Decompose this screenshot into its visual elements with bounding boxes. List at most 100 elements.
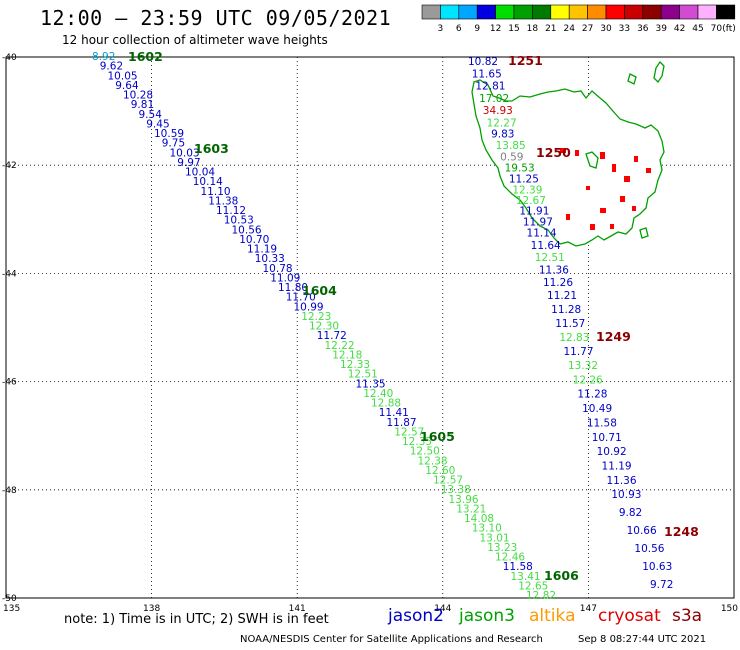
wave-height-value: 11.36 xyxy=(606,475,636,487)
wave-height-value: 12.39 xyxy=(512,184,542,196)
track-label-1250: 1250 xyxy=(536,145,571,160)
scale-label: 3 xyxy=(438,24,444,34)
track-label-1604: 1604 xyxy=(302,283,337,298)
wave-height-color-scale: 3 6 9 12 15 18 21 24 27 30 33 36 39 42 45 70 (ft) xyxy=(421,4,736,34)
wave-height-value: 10.82 xyxy=(468,56,498,68)
wave-height-value: 11.80 xyxy=(278,282,308,294)
scale-swatch xyxy=(495,4,515,20)
wave-height-value: 8.92 xyxy=(92,51,115,63)
wave-height-value: 12.46 xyxy=(495,552,525,564)
wave-height-value: 12.18 xyxy=(332,349,362,361)
longitude-label: 150 xyxy=(721,604,738,614)
wave-height-value: 11.70 xyxy=(286,292,316,304)
wave-height-value: 13.10 xyxy=(472,523,502,535)
latitude-label: -50 xyxy=(2,594,17,604)
wave-height-value: 11.36 xyxy=(539,265,569,277)
wave-height-value: 10.99 xyxy=(294,301,324,313)
track-label-1603: 1603 xyxy=(194,141,229,156)
scale-swatch xyxy=(697,4,717,20)
wave-height-value: 12.26 xyxy=(573,374,603,386)
wave-height-value: 9.75 xyxy=(162,138,185,150)
wave-height-value: 11.58 xyxy=(587,417,617,429)
scale-swatch xyxy=(679,4,699,20)
wave-height-value: 10.33 xyxy=(255,253,285,265)
wave-height-value: 11.57 xyxy=(555,318,585,330)
wave-height-value: 11.28 xyxy=(551,304,581,316)
wave-height-value: 13.01 xyxy=(480,532,510,544)
wave-height-value: 11.87 xyxy=(387,417,417,429)
wave-height-value: 10.56 xyxy=(634,543,664,555)
track-label-1602: 1602 xyxy=(128,49,163,64)
wave-height-value: 12.30 xyxy=(309,321,339,333)
wave-height-value: 12.65 xyxy=(518,580,548,592)
longitude-label: 141 xyxy=(289,604,306,614)
wave-height-value: 13.21 xyxy=(456,503,486,515)
satellite-legend-s3a: s3a xyxy=(672,606,703,626)
wave-height-value: 10.14 xyxy=(193,176,223,188)
wave-height-value: 12.82 xyxy=(526,590,556,602)
wave-height-value: 12.57 xyxy=(433,475,463,487)
wave-height-value: 11.72 xyxy=(317,330,347,342)
wave-height-value: 9.81 xyxy=(131,99,154,111)
scale-label: 24 xyxy=(563,24,575,34)
wave-height-value: 12.88 xyxy=(371,398,401,410)
track-label-1249: 1249 xyxy=(596,329,631,344)
satellite-legend-jason2: jason2 xyxy=(388,606,444,626)
scale-swatch xyxy=(660,4,680,20)
wave-height-value: 11.10 xyxy=(201,186,231,198)
wave-height-value: 13.23 xyxy=(487,542,517,554)
scale-label: 30 xyxy=(600,24,612,34)
satellite-legend-altika: altika xyxy=(529,606,576,626)
wave-height-value: 11.25 xyxy=(509,174,539,186)
wave-height-value: 12.57 xyxy=(394,426,424,438)
wave-height-value: 9.62 xyxy=(100,61,123,73)
scale-label: 45 xyxy=(692,24,703,34)
longitude-label: 135 xyxy=(3,604,20,614)
track-label-1251: 1251 xyxy=(508,53,543,68)
footer-credit: NOAA/NESDIS Center for Satellite Applica… xyxy=(240,634,543,645)
wave-height-value: 12.33 xyxy=(340,359,370,371)
wave-height-value: 9.97 xyxy=(177,157,200,169)
wave-height-value: 34.93 xyxy=(483,105,513,117)
wave-height-value: 11.91 xyxy=(519,206,549,218)
wave-height-value: 11.38 xyxy=(208,195,238,207)
wave-height-value: 17.02 xyxy=(479,93,509,105)
footer-generated-time: Sep 8 08:27:44 UTC 2021 xyxy=(578,634,707,645)
footer-note: note: 1) Time is in UTC; 2) SWH is in fe… xyxy=(64,612,329,627)
scale-label: 42 xyxy=(674,24,685,34)
wave-height-value: 0.59 xyxy=(500,151,523,163)
wave-height-value: 11.09 xyxy=(270,272,300,284)
scale-label: 36 xyxy=(637,24,649,34)
wave-height-value: 13.32 xyxy=(568,360,598,372)
wave-height-value: 9.83 xyxy=(491,129,514,141)
wave-height-value: 9.72 xyxy=(650,579,673,591)
wave-height-value: 12.23 xyxy=(301,311,331,323)
scale-swatch xyxy=(605,4,625,20)
scale-unit: (ft) xyxy=(722,24,736,34)
wave-height-value: 10.92 xyxy=(597,446,627,458)
wave-height-value: 10.03 xyxy=(170,147,200,159)
wave-height-value: 11.58 xyxy=(503,561,533,573)
wave-height-value: 10.93 xyxy=(611,489,641,501)
wave-height-value: 12.22 xyxy=(325,340,355,352)
track-label-1605: 1605 xyxy=(420,429,455,444)
track-number-labels: 1602 1603 1604 1605 1606 1251 1250 1249 1248 xyxy=(128,49,699,583)
longitude-labels: 135 138 141 144 147 150 xyxy=(3,604,738,614)
wave-height-value: 11.77 xyxy=(563,346,593,358)
latitude-label: -44 xyxy=(2,269,17,279)
scale-label: 18 xyxy=(527,24,539,34)
wave-height-value: 10.59 xyxy=(154,128,184,140)
wave-height-value: 10.49 xyxy=(582,403,612,415)
map-frame xyxy=(5,56,735,599)
wave-height-value: 11.65 xyxy=(472,68,502,80)
wave-height-value: 9.82 xyxy=(619,507,642,519)
scale-swatch xyxy=(642,4,662,20)
wave-height-value: 11.41 xyxy=(379,407,409,419)
wave-height-value: 10.63 xyxy=(642,561,672,573)
wave-height-value: 11.64 xyxy=(531,240,561,252)
wave-height-value: 10.28 xyxy=(123,90,153,102)
wave-height-value: 11.26 xyxy=(543,277,573,289)
longitude-label: 138 xyxy=(143,604,160,614)
scale-label: 27 xyxy=(582,24,593,34)
